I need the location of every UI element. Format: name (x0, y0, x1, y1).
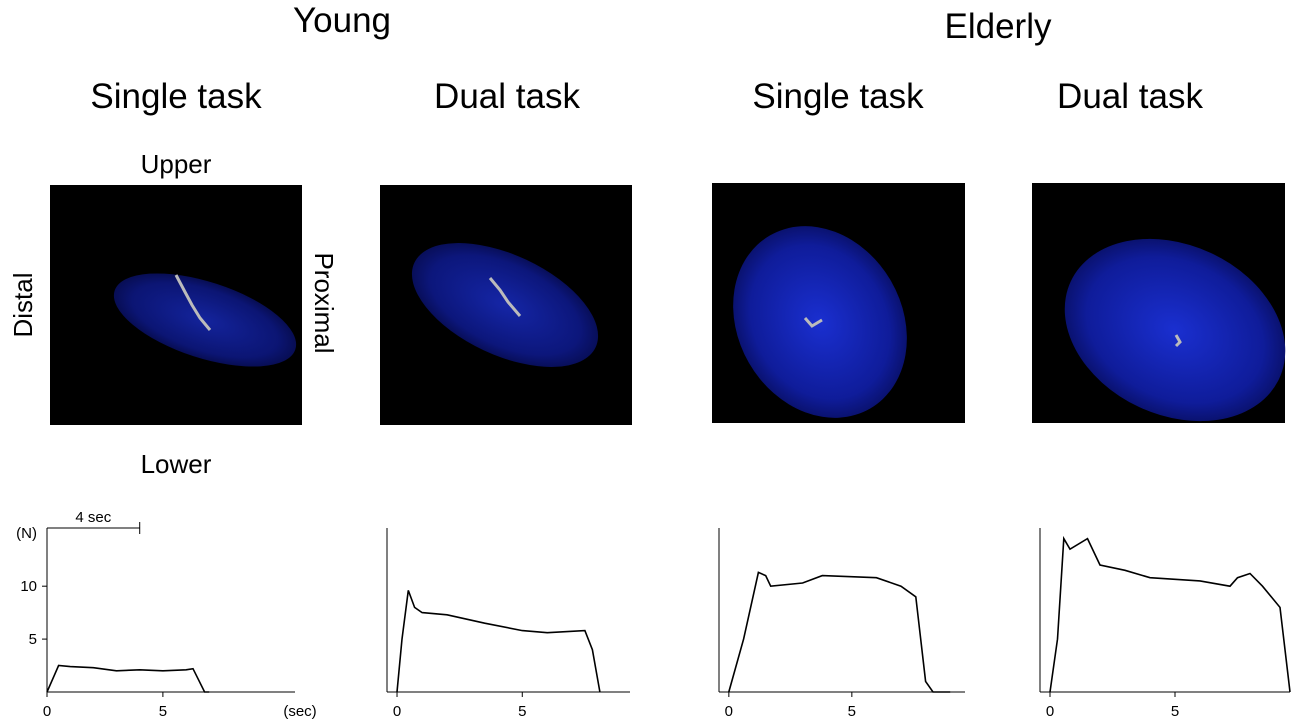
x-tick-label: 5 (848, 703, 856, 720)
force-line (728, 571, 951, 693)
group-heading: Young (293, 1, 391, 40)
force-line (396, 590, 601, 693)
direction-label: Proximal (309, 252, 339, 353)
y-axis-label: (N) (16, 525, 37, 542)
y-tick-label: 5 (29, 631, 37, 648)
x-tick-label: 5 (159, 703, 167, 720)
pressure-map (712, 183, 965, 423)
x-tick-label: 0 (1046, 703, 1054, 720)
pressure-map (1032, 183, 1286, 423)
x-axis-label: (sec) (283, 703, 316, 720)
pressure-map (380, 185, 632, 425)
panel-title: Single task (752, 77, 924, 116)
span-label: 4 sec (75, 509, 111, 526)
x-tick-label: 5 (518, 703, 526, 720)
x-tick-label: 5 (1171, 703, 1179, 720)
direction-label: Lower (141, 449, 212, 479)
direction-label: Upper (141, 149, 212, 179)
y-tick-label: 10 (20, 578, 37, 595)
x-tick-label: 0 (725, 703, 733, 720)
force-line (1049, 535, 1291, 693)
panel-title: Single task (90, 77, 262, 116)
x-tick-label: 0 (393, 703, 401, 720)
panel-title: Dual task (1057, 77, 1203, 116)
panel-title: Dual task (434, 77, 580, 116)
direction-label: Distal (8, 272, 38, 337)
x-tick-label: 0 (43, 703, 51, 720)
force-line (46, 664, 210, 693)
group-heading: Elderly (945, 7, 1052, 46)
pressure-map (50, 185, 302, 425)
